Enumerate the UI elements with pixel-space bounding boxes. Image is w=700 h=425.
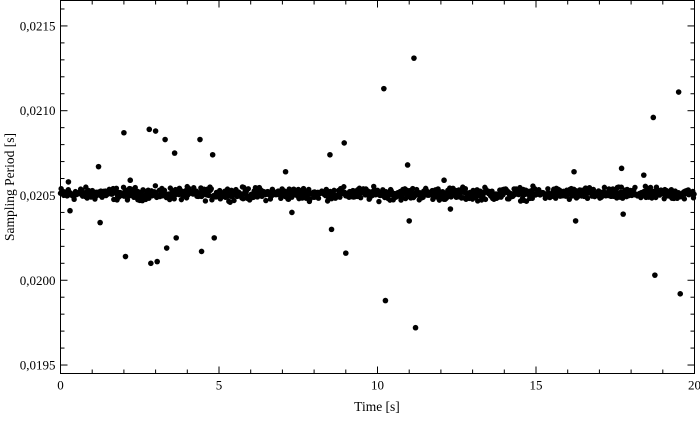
data-point [154,258,160,265]
data-point [601,184,608,191]
data-point [652,272,658,278]
data-point [241,184,247,191]
data-point [584,195,591,202]
data-point [572,218,579,224]
data-point [462,186,469,192]
data-point [341,184,347,190]
data-point [113,185,120,192]
data-point [315,195,322,201]
data-point [620,211,626,217]
x-tick-label: 15 [530,378,543,393]
data-point [632,184,638,191]
data-point [675,89,682,95]
data-point [97,219,103,226]
y-axis-ticks: 0,0195 0,0200 0,0205 0,0210 0,0215 [20,8,695,373]
data-point [263,197,269,204]
data-point [571,168,577,175]
data-point [173,235,180,241]
data-point [71,196,77,203]
data-point [148,260,154,267]
data-point [231,197,237,204]
data-point [152,128,159,134]
data-point [489,188,495,194]
data-point [146,126,153,133]
data-point [677,291,684,297]
x-tick-label: 20 [688,378,700,393]
x-axis-title: Time [s] [354,399,400,414]
x-axis-ticks: 0 5 10 15 20 [57,0,700,393]
data-point [661,195,667,202]
data-point [404,162,411,168]
data-point [122,253,129,260]
data-point [618,184,625,190]
data-point [163,245,170,251]
data-point [341,140,348,146]
data-point [650,114,657,121]
data-point [306,186,312,193]
data-point [406,218,413,224]
data-point [197,136,203,143]
data-point [691,191,697,197]
data-point [208,186,214,192]
data-point [328,226,335,233]
y-tick-label: 0,0210 [20,103,56,118]
data-point [162,136,168,143]
data-point [65,179,72,185]
data-point [545,186,551,192]
data-point [647,184,654,191]
data-point [209,151,216,158]
data-point [152,183,159,189]
y-tick-label: 0,0200 [20,273,56,288]
data-point [358,194,364,201]
data-point [411,55,417,61]
x-tick-label: 0 [57,378,64,393]
data-point [95,163,102,170]
data-point [420,194,426,200]
data-point [343,250,349,256]
data-point [412,324,419,331]
data-point [202,198,209,204]
data-point [121,129,127,136]
data-point [245,186,252,192]
data-point [640,172,647,178]
x-tick-label: 10 [371,378,384,393]
data-point [441,177,447,184]
data-point [382,297,389,304]
data-point [282,168,289,175]
y-tick-label: 0,0205 [20,188,56,203]
data-point [482,196,489,203]
data-point [681,196,688,202]
y-tick-label: 0,0195 [20,358,56,373]
y-tick-label: 0,0215 [20,18,56,33]
data-point [289,209,295,216]
data-point [376,198,382,205]
outlier-point-group [65,55,684,331]
data-point [327,151,333,158]
data-point [198,248,205,255]
x-tick-label: 5 [216,378,223,393]
data-point [166,196,173,203]
data-point [161,187,168,194]
data-point [566,196,573,203]
data-point [447,206,454,212]
y-axis-title: Sampling Period [s] [2,133,17,241]
data-point [127,177,134,184]
data-point [331,187,337,194]
data-point [211,235,218,241]
data-point [618,165,625,172]
band-point-group [57,183,697,205]
data-point [653,194,659,201]
data-point [67,207,73,214]
data-point [171,150,178,156]
data-point [381,85,387,92]
